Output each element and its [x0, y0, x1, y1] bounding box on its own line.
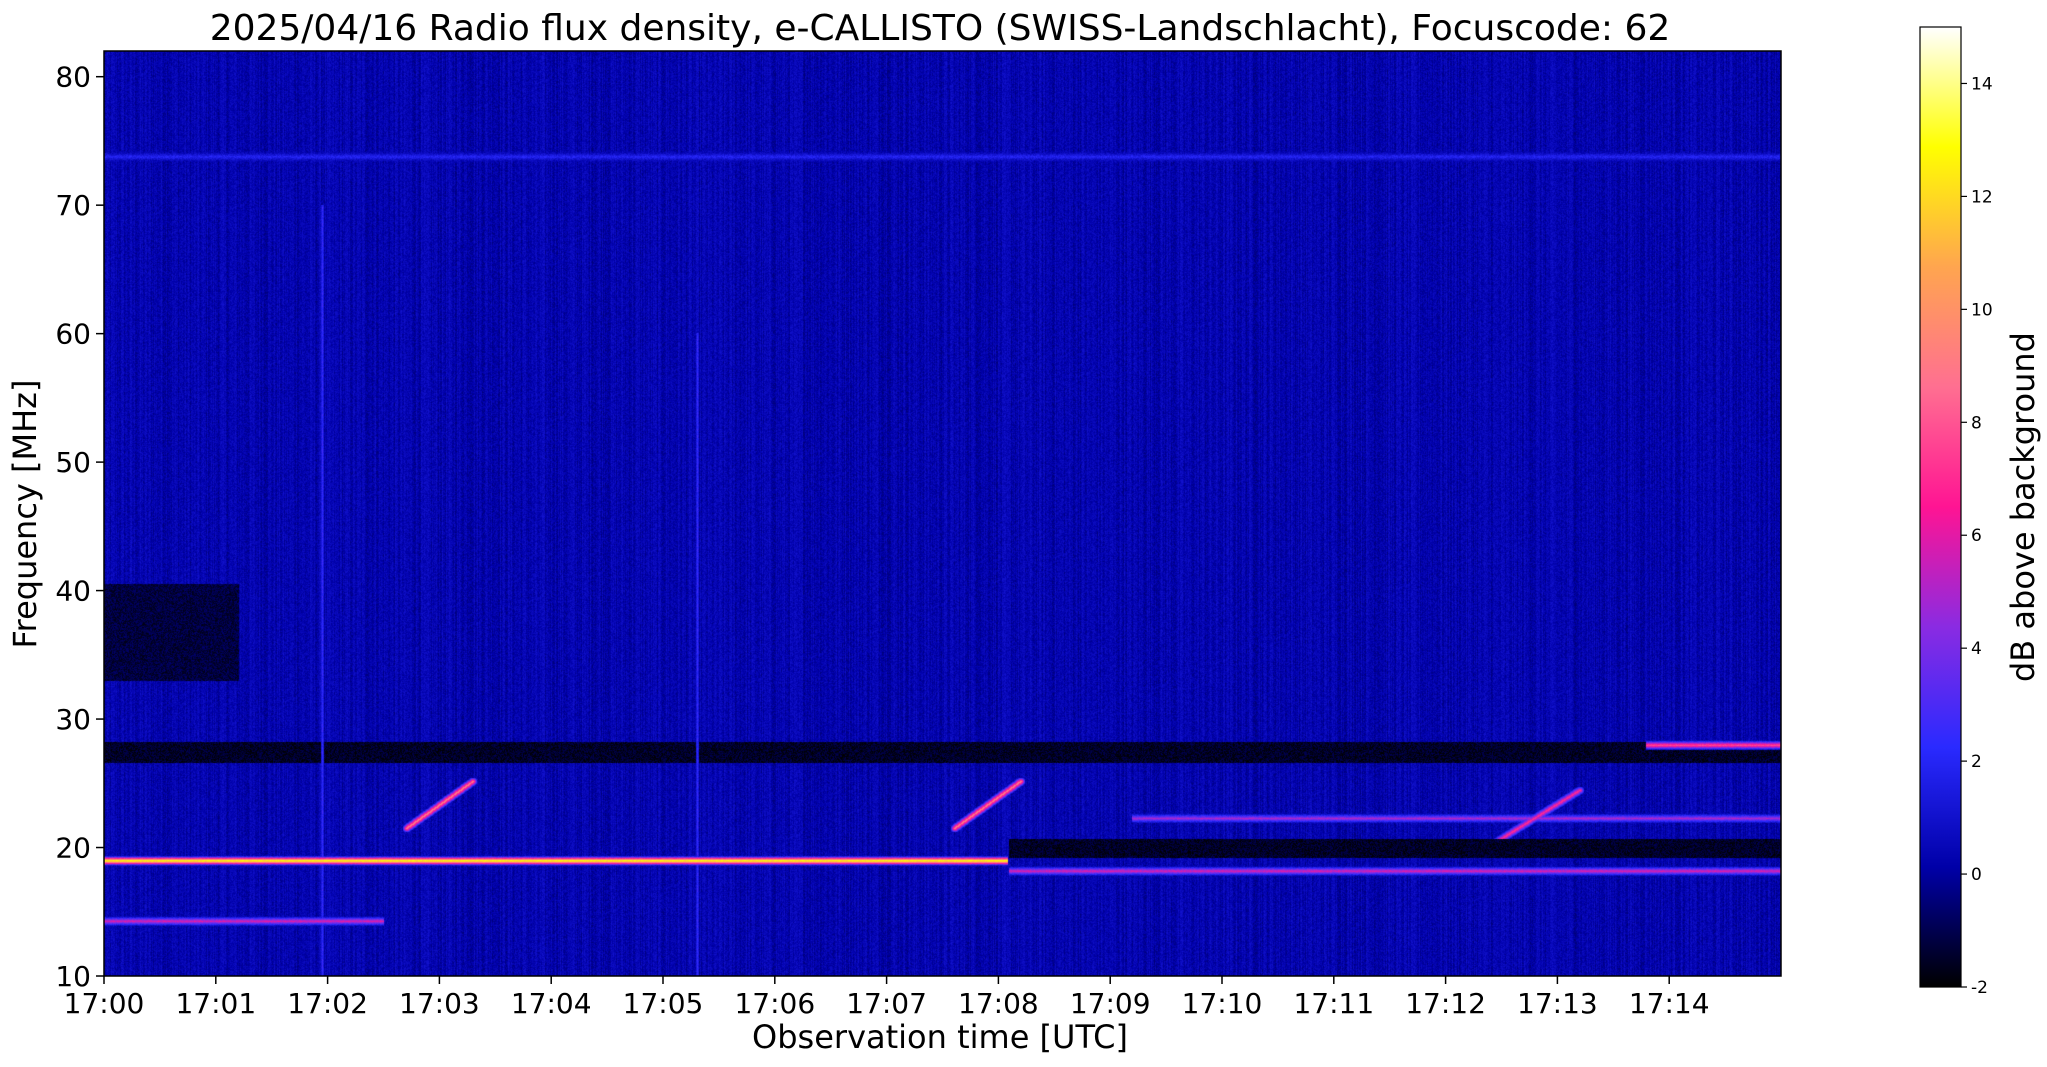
colorbar-gradient	[1919, 26, 1962, 988]
y-tick-label: 80	[55, 61, 91, 94]
colorbar-tick-label: 6	[1971, 526, 1982, 546]
colorbar: -2 0 2 4 6 8 10 12 14 dB above background	[1919, 26, 2042, 998]
x-tick-label: 17:09	[1070, 987, 1151, 1020]
x-tick-label: 17:10	[1182, 987, 1263, 1020]
colorbar-ticks: -2 0 2 4 6 8 10 12 14	[1961, 74, 1993, 998]
y-tick-label: 60	[55, 318, 91, 351]
colorbar-tick-label: 2	[1971, 752, 1982, 772]
y-axis-label: Frequency [MHz]	[6, 380, 44, 649]
plot-area	[103, 50, 1782, 977]
colorbar-tick-label: 4	[1971, 639, 1982, 659]
x-tick-label: 17:14	[1629, 987, 1710, 1020]
x-tick-label: 17:13	[1517, 987, 1598, 1020]
colorbar-tick-label: 8	[1971, 413, 1982, 433]
x-tick-label: 17:02	[287, 987, 368, 1020]
x-tick-label: 17:04	[511, 987, 592, 1020]
x-tick-label: 17:05	[623, 987, 704, 1020]
y-axis: 10 20 30 40 50 60 70 80	[55, 61, 104, 993]
x-tick-label: 17:06	[734, 987, 815, 1020]
chart-title: 2025/04/16 Radio flux density, e-CALLIST…	[210, 8, 1671, 49]
x-tick-label: 17:01	[175, 987, 256, 1020]
colorbar-tick-label: 10	[1971, 300, 1993, 320]
x-tick-label: 17:12	[1405, 987, 1486, 1020]
colorbar-tick-label: 14	[1971, 74, 1993, 94]
x-tick-label: 17:11	[1293, 987, 1374, 1020]
y-tick-label: 50	[55, 446, 91, 479]
colorbar-tick-label: 12	[1971, 187, 1993, 207]
colorbar-tick-label: -2	[1971, 978, 1988, 998]
y-tick-label: 40	[55, 575, 91, 608]
x-tick-label: 17:03	[399, 987, 480, 1020]
y-tick-label: 70	[55, 189, 91, 222]
x-axis: 17:00 17:01 17:02 17:03 17:04 17:05 17:06 17:07…	[64, 976, 1710, 1020]
y-tick-label: 20	[55, 832, 91, 865]
y-tick-label: 30	[55, 703, 91, 736]
x-axis-label: Observation time [UTC]	[752, 1018, 1128, 1056]
y-tick-label: 10	[55, 960, 91, 993]
plot-frame	[103, 50, 1782, 977]
colorbar-tick-label: 0	[1971, 865, 1982, 885]
colorbar-label: dB above background	[2004, 332, 2042, 682]
x-tick-label: 17:00	[64, 987, 145, 1020]
x-tick-label: 17:07	[846, 987, 927, 1020]
x-tick-label: 17:08	[958, 987, 1039, 1020]
spectrogram-heatmap	[104, 51, 1781, 976]
